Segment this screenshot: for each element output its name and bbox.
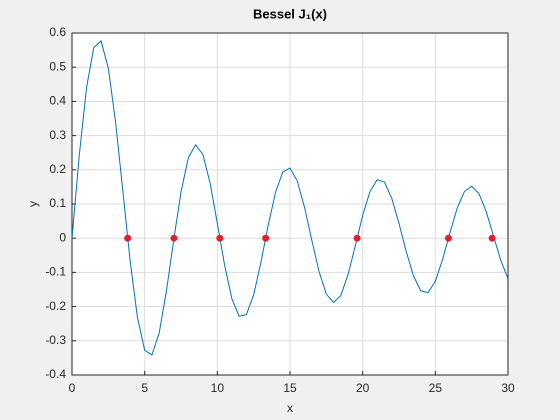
zero-marker bbox=[124, 234, 132, 242]
y-tick-label: -0.3 bbox=[45, 333, 66, 347]
x-tick-label: 30 bbox=[501, 381, 515, 395]
zero-marker bbox=[488, 234, 496, 242]
zero-marker bbox=[353, 234, 361, 242]
y-tick-label: 0.5 bbox=[49, 59, 66, 73]
x-tick-label: 5 bbox=[141, 381, 148, 395]
y-tick-label: -0.2 bbox=[45, 299, 66, 313]
y-tick-label: 0 bbox=[59, 230, 66, 244]
x-tick-label: 15 bbox=[283, 381, 297, 395]
y-tick-label: -0.4 bbox=[45, 367, 66, 381]
y-tick-label: 0.6 bbox=[49, 25, 66, 39]
x-tick-label: 25 bbox=[429, 381, 443, 395]
axes-box bbox=[71, 32, 509, 376]
y-tick-label: 0.4 bbox=[49, 94, 66, 108]
chart-title: Bessel J₁(x) bbox=[253, 6, 327, 21]
y-tick-label: -0.1 bbox=[45, 265, 66, 279]
y-tick-label: 0.2 bbox=[49, 162, 66, 176]
x-tick-label: 0 bbox=[69, 381, 76, 395]
x-tick-label: 20 bbox=[356, 381, 370, 395]
data-line bbox=[71, 40, 509, 356]
zero-marker bbox=[170, 234, 178, 242]
y-axis-label: y bbox=[26, 201, 40, 207]
y-tick-label: 0.1 bbox=[49, 196, 66, 210]
zero-marker bbox=[216, 234, 224, 242]
x-axis-label: x bbox=[287, 401, 293, 415]
x-tick-label: 10 bbox=[211, 381, 225, 395]
y-tick-label: 0.3 bbox=[49, 128, 66, 142]
zero-marker bbox=[444, 234, 452, 242]
zero-marker bbox=[262, 234, 270, 242]
